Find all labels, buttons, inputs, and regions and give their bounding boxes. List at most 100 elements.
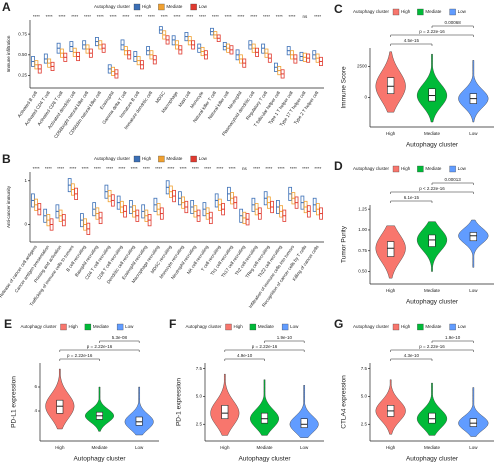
bracket [264,340,305,343]
bracket [431,182,474,185]
box [387,77,395,94]
significance: **** [212,14,219,19]
significance: **** [45,166,52,171]
significance: **** [94,166,101,171]
box [428,234,436,247]
box [428,412,436,424]
legend-title: Autophagy cluster [353,166,390,171]
p-value: 4.9e-10 [237,353,253,358]
significance: **** [161,14,168,19]
significance: **** [314,14,321,19]
box [300,418,308,428]
panel-label: G [334,317,343,331]
violin [289,385,319,438]
x-tick-label: Low [300,445,309,450]
significance: **** [250,14,257,19]
y-tick-label: 6 [34,384,37,389]
significance: **** [192,166,199,171]
legend-key [281,323,289,331]
significance: **** [265,166,272,171]
legend-key [133,155,141,163]
significance: **** [314,166,321,171]
y-tick-label: 4 [34,408,37,413]
significance: **** [84,14,91,19]
significance: **** [173,14,180,19]
significance: **** [237,14,244,19]
y-tick-label: 1.00 [358,227,367,232]
significance: **** [186,14,193,19]
p-value: 6.1e-15 [404,195,420,200]
legend-label: High [142,4,152,9]
violin [458,219,489,268]
x-tick-label: Low [469,131,478,136]
legend-key [449,323,456,331]
legend-key [84,323,92,331]
legend-label: High [234,324,244,329]
p-value: 4.5e-15 [404,38,420,43]
significance: **** [253,166,260,171]
legend-key [249,323,257,331]
legend-label: High [401,9,411,14]
box [387,241,395,257]
y-tick-label: 1 [24,178,27,183]
legend-label: Low [199,156,208,161]
y-tick-label: 5.0 [196,394,203,399]
panel-label: B [2,152,11,166]
y-axis-title: PD-1 expression [176,378,183,426]
significance: **** [33,14,40,19]
bracket [390,34,474,37]
x-tick-label: Mediate [424,288,441,293]
x-tick-label: MDSC [154,90,166,104]
significance: **** [263,14,270,19]
y-tick-label: 0.50 [358,269,367,274]
significance: **** [167,166,174,171]
p-value: 0.00068 [445,20,462,25]
y-tick-label: 0 [364,95,367,100]
panel-label: F [169,317,176,331]
panel-label: E [4,317,12,331]
significance: **** [143,166,150,171]
x-tick-label: High [55,445,65,450]
violin [458,387,489,437]
x-axis-title: Autophagy cluster [406,299,459,306]
p-value: p = 2.22e-16 [419,29,445,34]
y-tick-label: 0.25 [18,73,27,78]
significance: **** [225,14,232,19]
significance: **** [204,166,211,171]
x-tick-label: Mediate [424,445,441,450]
y-tick-label: 1.25 [358,206,367,211]
x-tick-label: Low [135,445,144,450]
box [56,399,64,414]
p-value: p = 2.22e-16 [252,344,278,349]
significance: **** [276,14,283,19]
significance: **** [278,166,285,171]
significance: **** [82,166,89,171]
p-value: p = 2.22e-16 [87,344,113,349]
legend-label: High [401,324,411,329]
y-axis-title: Anti-cancer immunity [6,185,11,228]
panel-label: D [334,159,343,173]
bracket [390,200,433,203]
y-axis-title: Immune Score [341,66,348,109]
violin [45,368,75,430]
legend-key [158,155,165,163]
bracket [390,43,433,46]
x-tick-label: High [386,445,396,450]
significance: **** [106,166,113,171]
y-tick-label: 2500 [357,64,368,69]
significance: **** [216,166,223,171]
legend-label: High [401,166,411,171]
significance: **** [199,14,206,19]
bracket [431,340,474,343]
legend-title: Autophagy cluster [94,4,131,9]
bracket [431,25,474,28]
significance: **** [69,166,76,171]
violin [85,386,114,432]
violin [416,382,448,436]
legend-key [392,165,400,173]
box [261,412,268,424]
bracket [390,191,474,194]
x-tick-label: Type 2 T helper cell [293,90,320,125]
significance: **** [155,166,162,171]
